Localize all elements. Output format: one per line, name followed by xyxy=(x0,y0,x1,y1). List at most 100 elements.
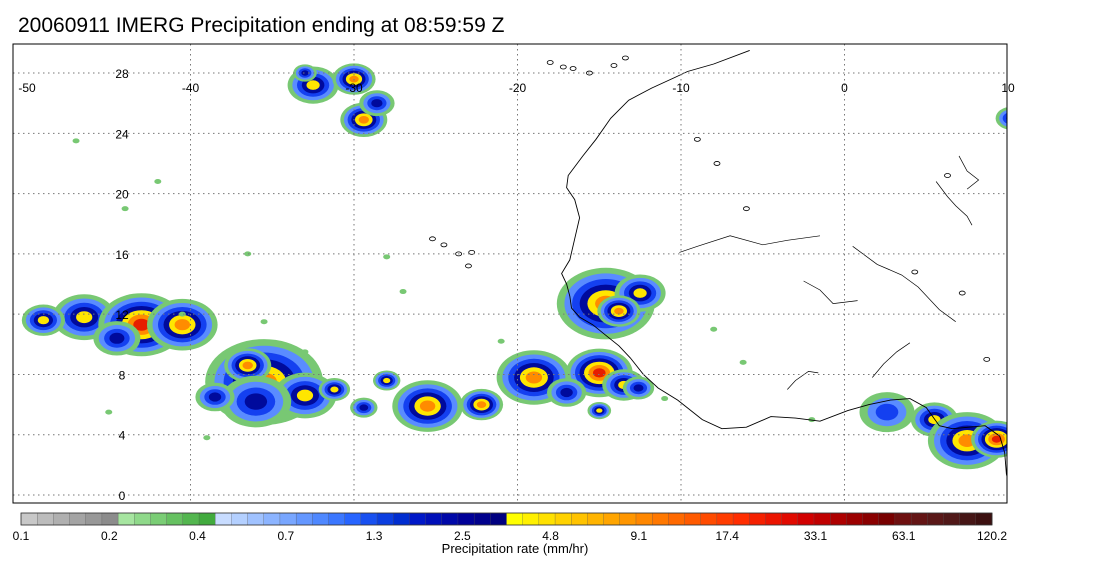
colorbar-swatch xyxy=(830,512,847,526)
colorbar-swatch xyxy=(360,512,378,526)
island-outline xyxy=(944,173,951,178)
precipitation-cell xyxy=(593,368,606,378)
colorbar-swatch xyxy=(409,512,427,526)
colorbar-swatch xyxy=(975,512,993,526)
latitude-label: 0 xyxy=(119,489,126,503)
precipitation-cell xyxy=(208,392,222,402)
island-outline xyxy=(911,269,919,275)
colorbar-swatch xyxy=(700,512,718,526)
colorbar-swatch xyxy=(668,512,685,526)
latitude-label: 8 xyxy=(119,368,126,382)
precipitation-cell xyxy=(371,99,383,108)
colorbar-swatch xyxy=(959,512,977,526)
precipitation-cell xyxy=(633,288,647,298)
colorbar-swatch xyxy=(53,512,70,526)
precipitation-cell xyxy=(476,401,487,408)
colorbar-swatch xyxy=(198,512,216,526)
island-outline xyxy=(586,70,593,76)
colorbar-swatch xyxy=(603,512,621,526)
colorbar-swatch xyxy=(587,512,605,526)
longitude-label: 10 xyxy=(1001,81,1015,95)
precipitation-layer xyxy=(21,63,1007,470)
precipitation-speck xyxy=(154,179,162,185)
island-outline xyxy=(465,263,472,269)
colorbar-swatch xyxy=(85,512,103,526)
colorbar-swatch xyxy=(635,512,653,526)
colorbar-tick-label: 33.1 xyxy=(804,529,828,543)
colorbar-swatch xyxy=(716,512,734,526)
colorbar-swatch xyxy=(295,512,313,526)
coastline-layer xyxy=(429,49,1007,479)
colorbar-swatch xyxy=(457,512,475,526)
precipitation-speck xyxy=(301,349,309,355)
colorbar-swatch xyxy=(101,512,119,526)
precipitation-cell xyxy=(296,389,314,402)
coastline xyxy=(561,49,1007,479)
colorbar-swatch xyxy=(554,512,572,526)
colorbar-swatch xyxy=(749,512,766,526)
map-frame xyxy=(12,43,1008,504)
precipitation-cell xyxy=(525,371,543,384)
colorbar-swatch xyxy=(862,512,880,526)
colorbar-tick-label: 0.2 xyxy=(101,529,118,543)
precipitation-cell xyxy=(614,307,624,315)
precipitation-speck xyxy=(72,138,80,144)
latitude-label: 16 xyxy=(115,248,129,262)
island-outline xyxy=(693,136,701,142)
colorbar-swatch xyxy=(215,512,232,526)
colorbar-swatch xyxy=(813,512,831,526)
island-outline xyxy=(713,161,721,166)
colorbar-swatch xyxy=(878,512,896,526)
precipitation-speck xyxy=(808,417,816,423)
precipitation-cell xyxy=(244,393,268,410)
precipitation-cell xyxy=(301,70,309,76)
colorbar-swatch xyxy=(473,512,491,526)
colorbar-swatch xyxy=(182,512,200,526)
island-outline xyxy=(743,206,750,212)
precipitation-cell xyxy=(875,403,899,421)
colorbar-swatch xyxy=(312,512,329,526)
precipitation-cell xyxy=(991,435,1002,443)
precipitation-cell xyxy=(109,332,125,344)
colorbar-swatch xyxy=(37,512,54,526)
colorbar-swatch xyxy=(150,512,168,526)
colorbar-tick-label: 17.4 xyxy=(716,529,740,543)
colorbar-swatch xyxy=(328,512,346,526)
inland-water-line xyxy=(958,155,980,190)
island-outline xyxy=(958,290,966,296)
longitude-label: -20 xyxy=(509,81,527,95)
precipitation-speck xyxy=(661,396,669,402)
inland-water-line xyxy=(872,342,911,378)
map-title: 20060911 IMERG Precipitation ending at 0… xyxy=(18,14,505,37)
colorbar-tick-label: 0.4 xyxy=(189,529,206,543)
colorbar-swatch xyxy=(393,512,410,526)
colorbar-swatch xyxy=(376,512,394,526)
inland-water-line xyxy=(852,246,956,322)
colorbar-tick-labels: 0.1 0.2 0.4 0.7 1.3 2.5 4.8 9.1 17.4 33.1 63.1 120.… xyxy=(13,529,1008,543)
colorbar-outline xyxy=(20,512,993,526)
precipitation-cell xyxy=(330,386,339,393)
precipitation-cell xyxy=(37,316,50,325)
colorbar-swatch xyxy=(69,512,87,526)
precipitation-speck xyxy=(203,435,211,441)
colorbar-swatch xyxy=(927,512,944,526)
latitude-label: 12 xyxy=(115,308,129,322)
island-outline xyxy=(569,66,577,71)
precipitation-cell xyxy=(1006,116,1007,121)
colorbar-swatch xyxy=(117,512,135,526)
colorbar-swatch xyxy=(910,512,928,526)
colorbar-tick-label: 120.2 xyxy=(977,529,1007,543)
colorbar-label: Precipitation rate (mm/hr) xyxy=(441,541,589,556)
colorbar-tick-label: 63.1 xyxy=(892,529,916,543)
precipitation-speck xyxy=(244,251,252,257)
precipitation-cell xyxy=(242,361,253,370)
colorbar-swatch xyxy=(781,512,799,526)
colorbar-swatch xyxy=(943,512,961,526)
island-outline xyxy=(622,55,629,61)
colorbar-swatch xyxy=(425,512,443,526)
colorbar-swatch xyxy=(263,512,281,526)
island-outline xyxy=(546,60,554,65)
precipitation-cell xyxy=(419,400,436,412)
colorbar-swatch xyxy=(441,512,459,526)
precipitation-cell xyxy=(633,384,644,392)
